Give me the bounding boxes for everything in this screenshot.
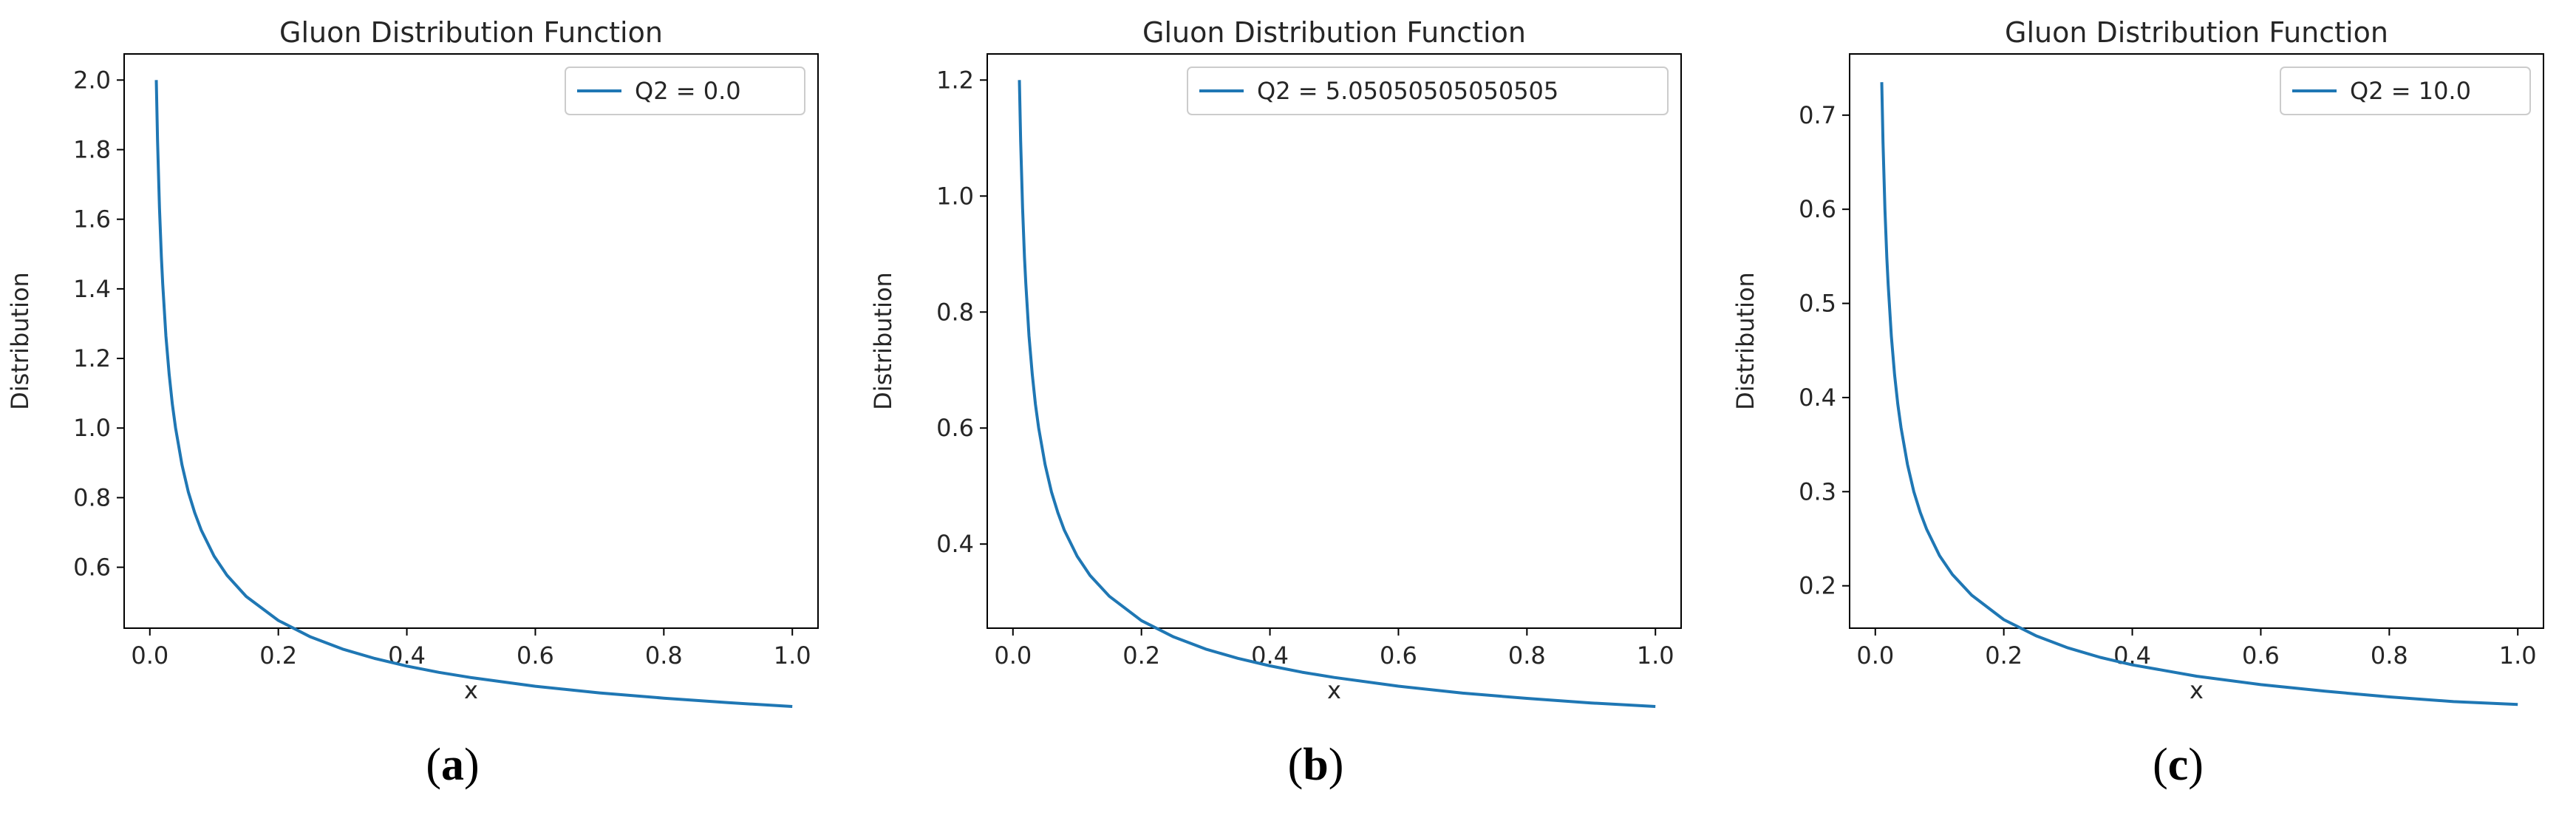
y-axis-label: Distribution [1731, 272, 1759, 410]
y-tick-label: 0.8 [73, 483, 111, 511]
legend-box [2280, 67, 2531, 115]
legend-box [1187, 67, 1669, 115]
chart-title: Gluon Distribution Function [1142, 16, 1526, 49]
y-tick-label: 0.7 [1799, 101, 1836, 129]
caption-close-paren: ) [2188, 740, 2204, 790]
x-tick-label: 0.8 [2371, 641, 2408, 670]
legend-label: Q2 = 10.0 [2350, 77, 2471, 105]
series-line [1880, 82, 2518, 706]
caption-open-paren: ( [1288, 740, 1304, 790]
legend-label: Q2 = 0.0 [635, 77, 741, 105]
subfigure-caption: (b) [1288, 740, 1344, 790]
x-tick-label: 1.0 [774, 641, 811, 670]
y-tick-label: 0.4 [1799, 384, 1836, 412]
subfigure-caption: (a) [426, 740, 479, 790]
y-tick-label: 2.0 [73, 66, 111, 94]
x-tick-label: 0.2 [1122, 641, 1160, 670]
x-tick-label: 0.0 [994, 641, 1032, 670]
caption-close-paren: ) [464, 740, 480, 790]
chart-panel-b: Gluon Distribution Function 0.0 0.2 0.4 0.6 0… [869, 16, 1682, 790]
y-tick-label: 0.6 [73, 554, 111, 582]
x-tick-label: 1.0 [2499, 641, 2537, 670]
y-tick-label: 0.5 [1799, 290, 1836, 318]
axes-frame [123, 53, 819, 629]
caption-letter: a [441, 740, 464, 790]
x-tick-label: 0.0 [1856, 641, 1894, 670]
y-tick-label: 1.2 [73, 344, 111, 372]
legend: Q2 = 10.0 [2280, 67, 2531, 115]
y-tick-label: 1.6 [73, 205, 111, 234]
x-tick-label: 0.0 [131, 641, 168, 670]
x-tick-label: 1.0 [1637, 641, 1674, 670]
x-tick-label: 0.8 [645, 641, 683, 670]
x-tick-label: 0.6 [517, 641, 554, 670]
axes-frame [987, 53, 1682, 629]
legend: Q2 = 0.0 [565, 67, 805, 115]
y-tick-label: 1.4 [73, 275, 111, 303]
y-tick-label: 0.3 [1799, 477, 1836, 505]
x-axis-label: x [1327, 676, 1341, 704]
y-tick-label: 0.8 [936, 298, 974, 326]
caption-close-paren: ) [1329, 740, 1344, 790]
legend-box [565, 67, 805, 115]
x-tick-label: 0.2 [1985, 641, 2023, 670]
y-tick-label: 0.6 [936, 414, 974, 442]
caption-letter: c [2168, 740, 2189, 790]
caption-open-paren: ( [426, 740, 441, 790]
y-tick-label: 0.4 [936, 530, 974, 558]
chart-title: Gluon Distribution Function [2005, 16, 2388, 49]
x-axis-label: x [2190, 676, 2204, 704]
legend-label: Q2 = 5.05050505050505 [1257, 77, 1558, 105]
y-tick-label: 1.8 [73, 136, 111, 164]
x-axis-label: x [464, 676, 478, 704]
axes-frame [1849, 53, 2544, 629]
series-line [154, 80, 793, 708]
y-tick-label: 1.0 [936, 182, 974, 210]
y-axis-label: Distribution [6, 272, 34, 410]
caption-letter: b [1303, 740, 1328, 790]
chart-title: Gluon Distribution Function [279, 16, 663, 49]
legend: Q2 = 5.05050505050505 [1187, 67, 1669, 115]
y-tick-label: 0.2 [1799, 572, 1836, 600]
x-tick-label: 0.2 [259, 641, 297, 670]
y-axis-label: Distribution [869, 272, 897, 410]
y-tick-label: 0.6 [1799, 195, 1836, 223]
series-line [1018, 80, 1656, 708]
chart-panel-c: Gluon Distribution Function 0.0 0.2 0.4 0.6 0… [1731, 16, 2544, 790]
y-tick-label: 1.0 [73, 414, 111, 442]
caption-open-paren: ( [2153, 740, 2168, 790]
x-tick-label: 0.6 [2242, 641, 2280, 670]
subfigure-caption: (c) [2153, 740, 2204, 790]
x-tick-label: 0.6 [1380, 641, 1417, 670]
y-tick-label: 1.2 [936, 66, 974, 94]
x-tick-label: 0.8 [1508, 641, 1546, 670]
